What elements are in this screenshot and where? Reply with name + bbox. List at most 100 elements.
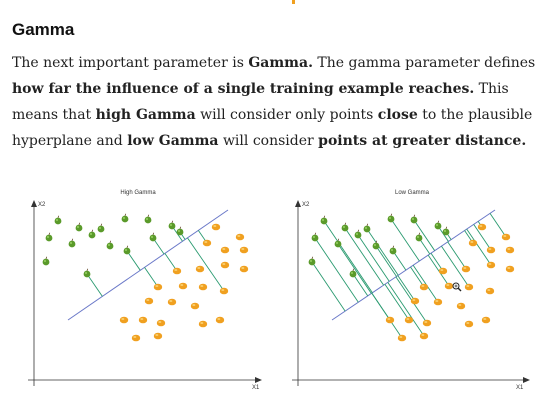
orange-icon bbox=[178, 282, 188, 290]
para-bold: close bbox=[377, 107, 418, 123]
orange-icon bbox=[505, 246, 515, 254]
orange-icon bbox=[156, 319, 166, 327]
influence-line bbox=[357, 234, 390, 282]
para-text: The next important parameter is bbox=[12, 55, 249, 71]
orange-icon bbox=[464, 320, 474, 328]
orange-icon bbox=[144, 297, 154, 305]
apple-icon bbox=[389, 245, 397, 255]
orange-icon bbox=[119, 316, 129, 324]
orange-icon bbox=[433, 298, 443, 306]
apple-icon bbox=[42, 256, 50, 266]
influence-line bbox=[413, 219, 436, 251]
apple-icon bbox=[415, 232, 423, 242]
orange-icon bbox=[219, 287, 229, 295]
influence-line bbox=[366, 228, 399, 276]
high-gamma-panel: High Gamma X2 X1 bbox=[28, 190, 262, 391]
orange-icon bbox=[215, 316, 225, 324]
para-bold: low Gamma bbox=[127, 133, 219, 149]
orange-icon bbox=[444, 282, 454, 290]
influence-line bbox=[410, 266, 425, 288]
y-axis-arrow bbox=[31, 200, 37, 207]
orange-icon bbox=[202, 239, 212, 247]
data-points bbox=[42, 213, 249, 342]
influence-line bbox=[466, 228, 492, 266]
para-text: will consider only points bbox=[195, 107, 378, 123]
influence-line bbox=[390, 218, 420, 262]
influence-line bbox=[314, 237, 359, 303]
para-text: will consider bbox=[218, 133, 319, 149]
apple-icon bbox=[144, 214, 152, 224]
x-axis-arrow bbox=[523, 377, 530, 383]
influence-line bbox=[144, 267, 159, 288]
orange-icon bbox=[404, 316, 414, 324]
influence-line bbox=[337, 243, 372, 294]
orange-icon bbox=[220, 246, 230, 254]
x-axis-arrow bbox=[255, 377, 262, 383]
orange-icon bbox=[485, 287, 495, 295]
orange-icon bbox=[198, 320, 208, 328]
influence-line bbox=[397, 275, 416, 302]
orange-icon bbox=[190, 302, 200, 310]
apple-icon bbox=[341, 222, 349, 232]
orange-icon bbox=[235, 233, 245, 241]
zoom-cursor-icon bbox=[452, 282, 462, 292]
apple-icon bbox=[311, 232, 319, 242]
influence-line bbox=[412, 264, 439, 303]
influence-line bbox=[323, 220, 373, 293]
orange-icon bbox=[198, 283, 208, 291]
orange-icon bbox=[153, 332, 163, 340]
orange-icon bbox=[239, 246, 249, 254]
apple-icon bbox=[176, 226, 184, 236]
influence-line bbox=[392, 250, 407, 271]
apple-icon bbox=[308, 256, 316, 266]
x-axis-label: X1 bbox=[252, 385, 260, 391]
apple-icon bbox=[372, 240, 380, 250]
orange-icon bbox=[419, 332, 429, 340]
influence-line bbox=[489, 213, 507, 238]
orange-icon bbox=[167, 298, 177, 306]
influence-line bbox=[344, 227, 384, 286]
low-gamma-panel: Low Gamma X2 X1 bbox=[292, 190, 530, 391]
x-axis-label: X1 bbox=[516, 385, 524, 391]
influence-line bbox=[352, 273, 369, 297]
influence-line bbox=[447, 241, 467, 270]
apple-icon bbox=[83, 268, 91, 278]
apple-icon bbox=[410, 214, 418, 224]
orange-icon bbox=[486, 246, 496, 254]
orange-icon bbox=[477, 223, 487, 231]
orange-icon bbox=[385, 316, 395, 324]
orange-icon bbox=[419, 283, 429, 291]
orange-icon bbox=[172, 267, 182, 275]
influence-line bbox=[375, 245, 397, 277]
apple-icon bbox=[106, 240, 114, 250]
apple-icon bbox=[149, 232, 157, 242]
orange-icon bbox=[438, 267, 448, 275]
orange-icon bbox=[195, 265, 205, 273]
low-gamma-title: Low Gamma bbox=[395, 190, 430, 196]
gamma-diagram-svg: High Gamma X2 X1 Low Gamma X2 X1 bbox=[28, 190, 530, 391]
influence-line bbox=[187, 237, 225, 292]
influence-line bbox=[86, 273, 103, 297]
y-axis-label: X2 bbox=[38, 202, 46, 208]
orange-icon bbox=[456, 302, 466, 310]
orange-icon bbox=[468, 239, 478, 247]
y-axis-label: X2 bbox=[302, 202, 310, 208]
orange-icon bbox=[131, 334, 141, 342]
apple-icon bbox=[54, 215, 62, 225]
orange-icon bbox=[464, 283, 474, 291]
apple-icon bbox=[88, 229, 96, 239]
para-text: The gamma parameter defines bbox=[312, 55, 536, 71]
apple-icon bbox=[97, 223, 105, 233]
apple-icon bbox=[121, 213, 129, 223]
orange-icon bbox=[481, 316, 491, 324]
orange-icon bbox=[153, 283, 163, 291]
apple-icon bbox=[45, 232, 53, 242]
orange-icon bbox=[220, 261, 230, 269]
influence-line bbox=[384, 284, 410, 321]
orange-icon bbox=[397, 334, 407, 342]
section-heading: Gamma bbox=[12, 20, 75, 39]
orange-icon bbox=[422, 319, 432, 327]
apple-icon bbox=[123, 245, 131, 255]
apple-icon bbox=[320, 215, 328, 225]
body-paragraph: The next important parameter is Gamma. T… bbox=[12, 50, 540, 154]
